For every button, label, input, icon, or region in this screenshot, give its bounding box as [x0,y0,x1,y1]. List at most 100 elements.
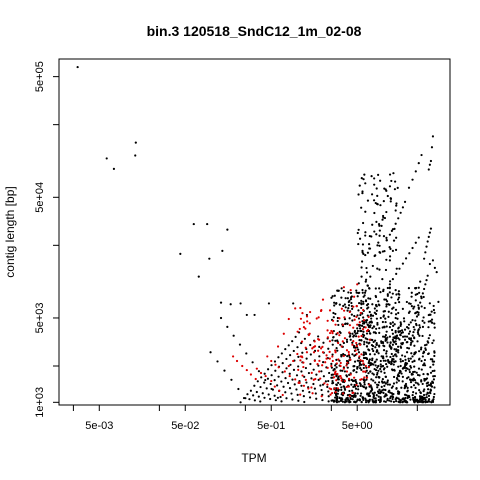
data-point [432,308,436,312]
data-point [406,396,409,400]
data-point [428,400,431,403]
data-point [422,316,425,319]
data-point [362,351,365,354]
data-point [391,395,395,399]
data-point [375,309,378,312]
data-point [362,334,366,337]
data-point [399,358,402,361]
data-point [339,375,342,378]
data-point [363,343,366,346]
data-point [328,357,331,360]
data-point [399,323,403,326]
data-point [365,266,368,270]
data-point [386,341,389,344]
data-point [345,349,349,352]
data-point [430,310,433,313]
data-point [302,321,306,324]
data-point [384,382,387,385]
data-point [304,366,308,370]
data-point [321,298,325,301]
data-point [328,309,332,312]
data-point [340,379,343,382]
data-point [342,353,345,356]
data-point [429,383,433,386]
data-point [358,398,361,401]
data-point [334,351,337,354]
data-point [319,347,323,350]
data-point [368,341,371,344]
data-point [373,353,376,356]
data-point [397,349,400,352]
data-point [361,288,364,292]
data-point [353,318,356,321]
data-point [353,379,356,382]
data-point [287,317,290,321]
data-point [382,381,385,384]
data-point [361,359,364,363]
data-point [219,316,223,320]
data-point [405,366,408,370]
data-point [375,187,378,190]
data-point [374,364,377,367]
data-point [412,325,415,329]
data-point [373,211,376,215]
data-point [396,390,400,393]
data-point [433,369,436,372]
data-point [388,303,391,306]
data-point [346,322,349,325]
data-point [383,187,386,190]
data-point [332,311,335,315]
data-point [340,287,343,290]
data-point [324,361,327,364]
data-point [349,334,352,338]
data-point [355,382,358,385]
data-point [417,313,420,316]
data-point [296,346,299,349]
data-point [412,330,415,334]
data-point [428,231,431,234]
data-point [372,393,375,396]
data-point [263,372,266,375]
data-point [388,280,392,283]
data-point [245,352,248,355]
data-point [360,275,363,278]
data-point [331,339,334,342]
data-point [373,391,376,394]
data-point [375,305,378,308]
data-point [362,316,365,319]
data-point [361,328,365,331]
data-point [421,325,425,328]
data-point [417,367,421,370]
data-point [330,296,333,299]
data-point [367,328,370,331]
data-point [331,391,334,395]
data-point [230,378,233,381]
data-point [282,332,285,335]
data-point [406,346,409,350]
data-point [431,400,435,403]
data-point [379,204,382,207]
data-point [412,377,415,380]
y-axis-label: contig length [bp] [3,186,17,277]
data-point [309,310,312,314]
data-point [401,335,405,338]
data-point [312,382,315,386]
data-point [376,386,379,389]
data-point [357,317,361,320]
data-point [428,262,431,266]
data-point [350,301,353,305]
data-point [364,289,367,292]
data-point [336,387,339,390]
data-point [346,366,349,369]
data-point [352,305,355,308]
data-point [335,302,338,305]
data-point [415,371,418,374]
data-point [317,316,320,319]
data-point [379,363,382,366]
data-point [423,362,426,365]
data-point [397,397,400,400]
data-point [336,349,339,352]
data-point [373,307,376,310]
data-point [397,392,401,395]
data-point [395,400,398,403]
